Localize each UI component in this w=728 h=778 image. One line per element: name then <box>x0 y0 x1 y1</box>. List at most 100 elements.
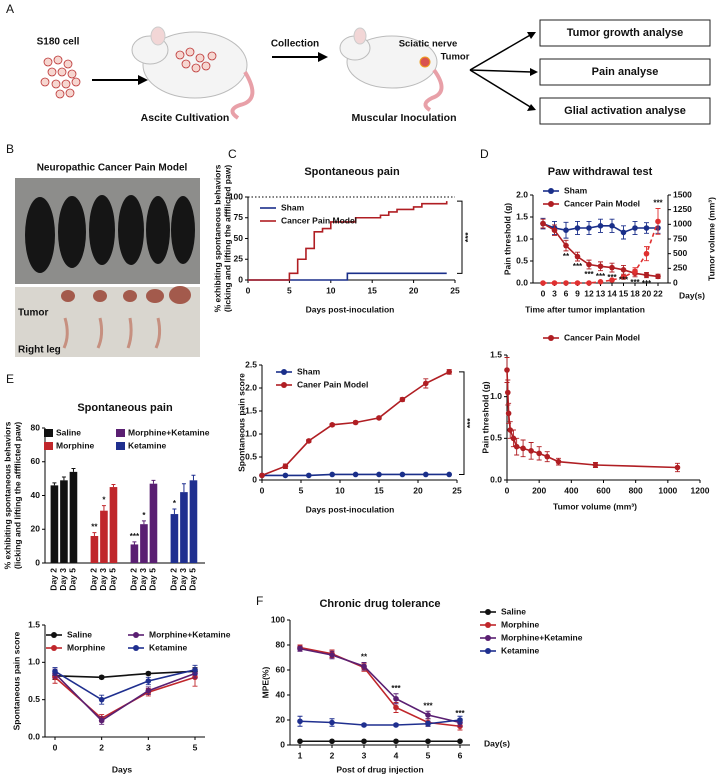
data-point <box>361 663 367 670</box>
x-tick-label: 9 <box>575 288 580 298</box>
y-tick-label: 0 <box>252 474 257 484</box>
panel-label: C <box>228 147 237 161</box>
data-point <box>399 396 406 403</box>
data-point <box>145 670 152 677</box>
y-tick-label: 0.5 <box>28 694 40 704</box>
y-tick-label: 1250 <box>673 204 692 214</box>
data-point <box>98 717 105 724</box>
x-tick-label: Day 3 <box>98 568 108 591</box>
legend-label: Cancer Pain Model <box>564 332 640 342</box>
x-tick-label: 15 <box>367 285 377 295</box>
data-point <box>643 250 650 257</box>
legend-marker <box>133 632 139 638</box>
legend-label: Morphine+Ketamine <box>149 629 231 639</box>
x-axis-label: Days post-inoculation <box>306 504 395 514</box>
legend-label: Cancer Pain Model <box>564 198 640 208</box>
data-point <box>597 223 604 229</box>
bar <box>140 524 148 563</box>
data-point <box>510 435 517 442</box>
annotation: ** <box>563 252 570 261</box>
legend-marker <box>485 648 491 654</box>
legend-label: Sham <box>281 202 305 212</box>
data-point <box>551 280 558 286</box>
data-point <box>504 367 510 373</box>
significance-bracket <box>457 200 463 274</box>
error-bar <box>111 484 116 488</box>
data-point <box>393 738 399 745</box>
legend-marker <box>485 609 491 615</box>
data-point <box>393 722 399 728</box>
legend-label: Ketamine <box>149 642 188 652</box>
data-point <box>425 712 431 718</box>
legend-swatch <box>116 442 125 450</box>
x-tick-label: 13 <box>596 288 606 298</box>
x-tick-label: 5 <box>193 742 198 752</box>
y-axis-label: Pain threshold (g) <box>502 203 512 275</box>
photo-label: Right leg <box>18 345 61 356</box>
x-axis-unit: Day(s) <box>484 738 510 748</box>
chart-title: Spontaneous pain <box>304 166 400 178</box>
data-point <box>620 274 627 280</box>
y-tick-label: 1000 <box>673 219 692 229</box>
x-tick-label: Day 3 <box>138 568 148 591</box>
data-point <box>555 458 562 465</box>
data-point <box>425 738 431 745</box>
photo <box>15 287 200 357</box>
diagram-label: Ascite Cultivation <box>141 112 230 124</box>
x-tick-label: Day 5 <box>108 568 118 591</box>
y-tick-label: 1.5 <box>28 619 40 629</box>
x-axis-unit: Day(s) <box>679 290 705 300</box>
legend-label: Morphine+Ketamine <box>501 632 583 642</box>
annotation: *** <box>130 532 140 541</box>
series-line <box>54 669 196 701</box>
legend-label: Caner Pain Model <box>297 379 368 389</box>
diagram-label: Tumor <box>441 52 470 63</box>
legend-label: Sham <box>564 185 588 195</box>
legend-label: Morphine <box>67 642 106 652</box>
significance-label: *** <box>463 232 473 243</box>
mice-photo <box>25 195 195 273</box>
arrow-head <box>138 75 148 85</box>
data-point <box>297 645 303 652</box>
y-axis-label: Pain threshold (g) <box>480 381 490 453</box>
y-tick-label: 2.0 <box>516 189 528 199</box>
outcome-label: Glial activation analyse <box>564 105 686 117</box>
series-line <box>299 647 461 724</box>
data-point <box>329 471 336 478</box>
bar <box>90 536 99 563</box>
x-tick-label: 10 <box>335 485 345 495</box>
annotation: *** <box>455 709 465 718</box>
cells <box>40 55 81 99</box>
y-tick-label: 500 <box>673 248 687 258</box>
data-point <box>586 280 592 286</box>
error-bar <box>92 532 97 536</box>
data-point <box>574 280 581 286</box>
x-axis-label: Time after tumor implantation <box>525 304 645 314</box>
series-line <box>299 719 461 726</box>
data-point <box>376 471 382 478</box>
x-tick-label: 20 <box>409 285 419 295</box>
y-tick-label: 250 <box>673 263 687 273</box>
data-point <box>505 410 512 417</box>
data-point <box>551 227 558 233</box>
x-tick-label: Day 3 <box>178 568 188 591</box>
legend-swatch <box>116 429 125 437</box>
legend-label: Ketamine <box>501 645 540 655</box>
data-point <box>536 450 542 457</box>
x-tick-label: 0 <box>246 285 251 295</box>
annotation: *** <box>642 279 652 288</box>
data-point <box>544 453 551 460</box>
legend-marker <box>548 335 554 341</box>
data-point <box>513 443 520 450</box>
legend-label: Saline <box>67 629 92 639</box>
y-axis-label: % exhibiting spontaneous behaviors <box>212 164 222 312</box>
annotation: * <box>102 496 106 505</box>
error-bar <box>181 483 186 493</box>
legend-marker <box>281 382 287 388</box>
arrow-head <box>318 52 328 62</box>
x-tick-label: 6 <box>564 288 569 298</box>
y-axis-label: MPE(%) <box>260 667 270 699</box>
legend-marker <box>548 201 554 207</box>
annotation: * <box>173 499 177 508</box>
x-tick-label: 0 <box>505 485 510 495</box>
